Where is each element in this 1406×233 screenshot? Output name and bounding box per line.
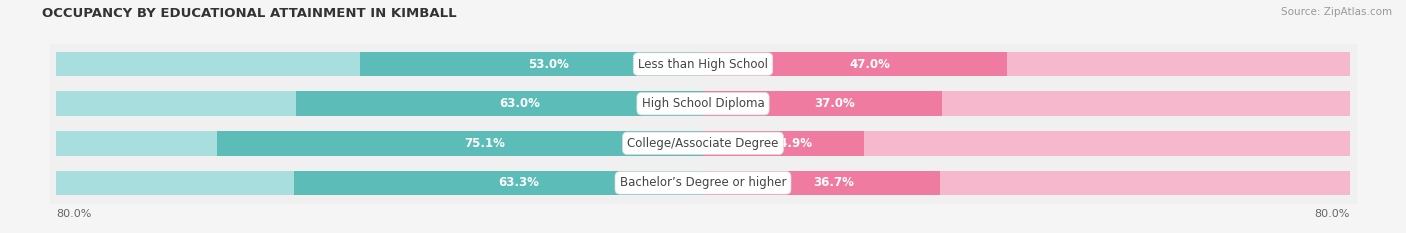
Text: College/Associate Degree: College/Associate Degree xyxy=(627,137,779,150)
Bar xyxy=(56,91,703,116)
Text: 47.0%: 47.0% xyxy=(849,58,890,71)
Bar xyxy=(295,91,703,116)
Text: OCCUPANCY BY EDUCATIONAL ATTAINMENT IN KIMBALL: OCCUPANCY BY EDUCATIONAL ATTAINMENT IN K… xyxy=(42,7,457,20)
Text: 63.3%: 63.3% xyxy=(498,176,540,189)
Bar xyxy=(49,44,1357,84)
Bar xyxy=(703,131,1350,156)
Text: 80.0%: 80.0% xyxy=(56,209,91,219)
Bar xyxy=(703,171,941,195)
Bar xyxy=(49,123,1357,163)
Bar xyxy=(703,52,1350,76)
Text: Source: ZipAtlas.com: Source: ZipAtlas.com xyxy=(1281,7,1392,17)
Text: 53.0%: 53.0% xyxy=(529,58,569,71)
Bar xyxy=(703,171,1350,195)
Text: Bachelor’s Degree or higher: Bachelor’s Degree or higher xyxy=(620,176,786,189)
Bar xyxy=(294,171,703,195)
Bar xyxy=(56,131,703,156)
Bar xyxy=(218,131,703,156)
Text: High School Diploma: High School Diploma xyxy=(641,97,765,110)
Text: Less than High School: Less than High School xyxy=(638,58,768,71)
Bar xyxy=(49,163,1357,203)
Bar xyxy=(49,84,1357,123)
Bar xyxy=(360,52,703,76)
Text: 36.7%: 36.7% xyxy=(813,176,853,189)
Text: 37.0%: 37.0% xyxy=(814,97,855,110)
Text: 80.0%: 80.0% xyxy=(1315,209,1350,219)
Bar xyxy=(703,52,1007,76)
Bar xyxy=(703,131,865,156)
Text: 75.1%: 75.1% xyxy=(464,137,505,150)
Text: 24.9%: 24.9% xyxy=(770,137,813,150)
Bar xyxy=(703,91,1350,116)
Bar xyxy=(56,171,703,195)
Bar xyxy=(56,52,703,76)
Bar xyxy=(703,91,942,116)
Text: 63.0%: 63.0% xyxy=(499,97,540,110)
